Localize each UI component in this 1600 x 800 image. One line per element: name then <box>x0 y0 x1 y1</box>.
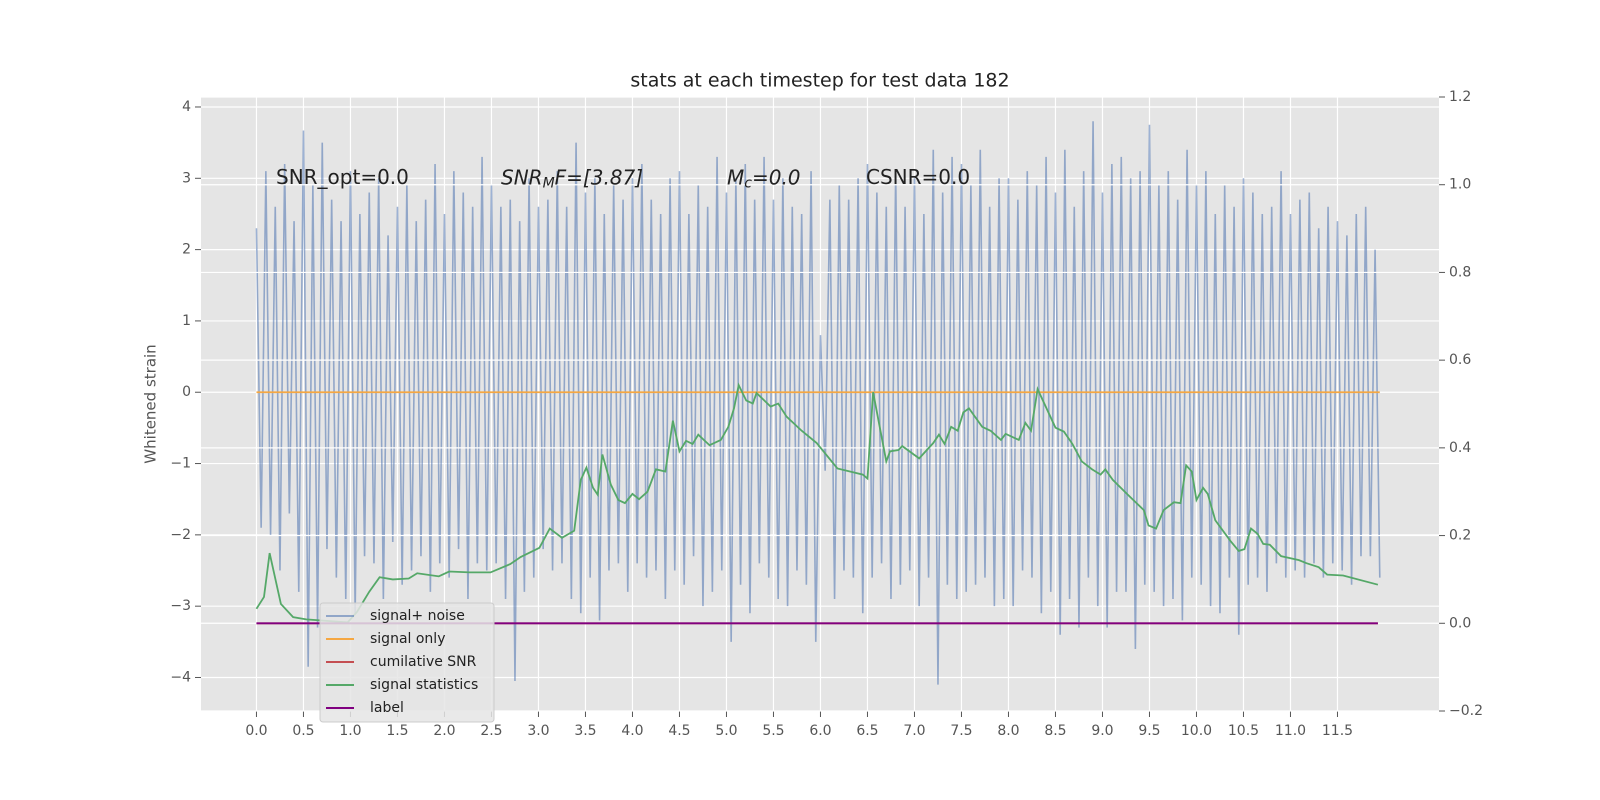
annotation-rest: =0.0 <box>752 165 801 189</box>
x-tick-label: 4.0 <box>621 723 643 739</box>
x-tick-label: 8.5 <box>1044 723 1066 739</box>
x-tick-label: 10.0 <box>1181 723 1212 739</box>
x-tick-label: 6.0 <box>809 723 831 739</box>
annotation: SNRMF=[3.87] <box>501 165 643 192</box>
y-tick-label: 0 <box>182 384 191 400</box>
legend-label: signal statistics <box>370 677 478 693</box>
x-tick-label: 6.5 <box>856 723 878 739</box>
y-tick-label: 2 <box>182 242 191 258</box>
annotation-base: SNR <box>501 165 543 189</box>
legend-label: cumilative SNR <box>370 654 477 670</box>
y-axis-label: Whitened strain <box>142 344 160 463</box>
x-tick-label: 8.0 <box>997 723 1019 739</box>
y2-tick-label: 0.4 <box>1449 440 1471 456</box>
annotation-sub: M <box>543 175 555 191</box>
y2-tick-label: 0.6 <box>1449 352 1471 368</box>
x-tick-label: 4.5 <box>668 723 690 739</box>
x-tick-label: 7.5 <box>950 723 972 739</box>
legend-label: signal+ noise <box>370 608 465 624</box>
y-tick-label: −4 <box>170 669 191 685</box>
series-line <box>255 382 1379 624</box>
y2-tick-label: 0.8 <box>1449 264 1471 280</box>
annotation: SNR_opt=0.0 <box>276 165 409 189</box>
annotation: CSNR=0.0 <box>866 165 970 189</box>
annotation: Mc=0.0 <box>727 165 801 192</box>
legend-label: signal only <box>370 631 445 647</box>
y2-tick-label: −0.2 <box>1449 703 1483 719</box>
chart-title: stats at each timestep for test data 182 <box>630 70 1009 92</box>
x-tick-label: 5.5 <box>762 723 784 739</box>
annotation-base: M <box>727 165 744 189</box>
y-tick-label: 1 <box>182 313 191 329</box>
x-tick-label: 7.0 <box>903 723 925 739</box>
x-tick-label: 2.5 <box>480 723 502 739</box>
x-tick-label: 0.0 <box>245 723 267 739</box>
y2-tick-label: 1.2 <box>1449 89 1471 105</box>
y-tick-label: −1 <box>170 456 191 472</box>
x-tick-label: 3.5 <box>574 723 596 739</box>
x-tick-label: 3.0 <box>527 723 549 739</box>
annotation-rest: F=[3.87] <box>555 165 643 189</box>
y-tick-label: −3 <box>170 598 191 614</box>
x-tick-label: 9.0 <box>1091 723 1113 739</box>
x-tick-label: 0.5 <box>292 723 314 739</box>
x-tick-label: 2.0 <box>433 723 455 739</box>
x-tick-label: 11.0 <box>1275 723 1306 739</box>
legend-label: label <box>370 700 404 716</box>
y-tick-label: 3 <box>182 170 191 186</box>
y-tick-label: −2 <box>170 527 191 543</box>
x-tick-label: 1.0 <box>339 723 361 739</box>
y2-tick-label: 0.2 <box>1449 528 1471 544</box>
annotation-sub: c <box>744 175 752 191</box>
y2-tick-label: 1.0 <box>1449 177 1471 193</box>
y2-tick-label: 0.0 <box>1449 615 1471 631</box>
x-tick-label: 10.5 <box>1228 723 1259 739</box>
x-tick-label: 9.5 <box>1138 723 1160 739</box>
y-tick-label: 4 <box>182 99 191 115</box>
x-tick-label: 11.5 <box>1322 723 1353 739</box>
x-tick-label: 1.5 <box>386 723 408 739</box>
legend-box <box>319 602 495 723</box>
x-tick-label: 5.0 <box>715 723 737 739</box>
